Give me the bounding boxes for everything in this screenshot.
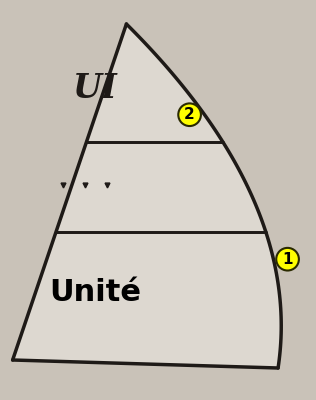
Text: UI: UI [72,72,117,105]
Text: 1: 1 [282,252,293,267]
Text: Unité: Unité [49,278,141,307]
Text: 2: 2 [184,107,195,122]
Polygon shape [13,24,281,368]
